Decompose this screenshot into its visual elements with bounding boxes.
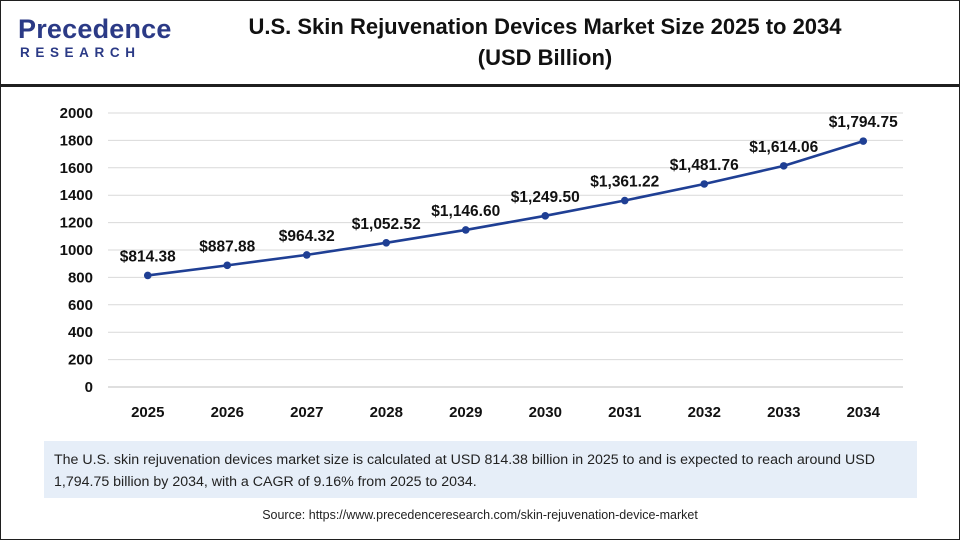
header: Precedence RESEARCH U.S. Skin Rejuvenati…: [0, 0, 960, 84]
y-tick-label: 600: [68, 297, 93, 314]
data-point: [859, 137, 868, 145]
series-line: [147, 139, 864, 277]
y-tick-label: 1200: [60, 215, 93, 232]
data-label: $1,481.76: [670, 157, 739, 174]
y-tick-label: 1800: [60, 132, 93, 149]
data-point: [382, 239, 391, 247]
y-tick-label: 0: [85, 379, 93, 396]
data-point: [461, 226, 470, 234]
y-tick-label: 2000: [60, 105, 93, 122]
x-tick-label: 2028: [370, 404, 403, 421]
data-point: [143, 271, 152, 280]
data-label: $887.88: [199, 238, 255, 255]
source-note: Source: https://www.precedenceresearch.c…: [262, 508, 698, 522]
data-point: [779, 162, 788, 170]
logo-subtitle: RESEARCH: [20, 45, 141, 60]
data-point: [620, 196, 629, 205]
chart-caption: The U.S. skin rejuvenation devices marke…: [44, 441, 917, 498]
chart-title-line1: U.S. Skin Rejuvenation Devices Market Si…: [248, 14, 842, 39]
x-tick-label: 2026: [211, 404, 244, 421]
data-label: $1,249.50: [511, 189, 580, 206]
data-label: $1,614.06: [749, 139, 818, 156]
x-tick-label: 2032: [688, 404, 721, 421]
y-tick-label: 800: [68, 269, 93, 286]
x-tick-label: 2031: [608, 404, 641, 421]
data-label: $1,146.60: [431, 203, 500, 220]
y-tick-label: 200: [68, 352, 93, 369]
precedence-research-logo: Precedence RESEARCH: [18, 14, 178, 64]
logo-wordmark: Precedence: [18, 14, 172, 44]
x-tick-label: 2025: [131, 404, 164, 421]
line-chart: 0 200 400 600 800 1000 1200 1400 1600 1800 2000 202…: [60, 105, 903, 421]
chart-title: U.S. Skin Rejuvenation Devices Market Si…: [200, 11, 890, 73]
y-tick-label: 1400: [60, 187, 93, 204]
chart-title-line2: (USD Billion): [477, 45, 613, 70]
data-point: [223, 261, 232, 270]
data-point: [302, 251, 311, 259]
data-point: [541, 212, 550, 220]
y-tick-label: 1600: [60, 160, 93, 177]
data-label: $814.38: [120, 248, 176, 265]
data-label: $1,794.75: [829, 114, 898, 131]
data-point: [700, 180, 709, 188]
data-label: $1,361.22: [590, 174, 659, 191]
x-tick-label: 2033: [767, 404, 800, 421]
data-label: $1,052.52: [352, 216, 421, 233]
y-tick-label: 1000: [60, 242, 93, 259]
y-tick-label: 400: [68, 324, 93, 341]
x-tick-label: 2027: [290, 404, 323, 421]
x-tick-label: 2030: [529, 404, 562, 421]
header-divider: [0, 84, 960, 87]
data-label: $964.32: [279, 228, 335, 245]
x-tick-label: 2029: [449, 404, 482, 421]
x-tick-label: 2034: [847, 404, 881, 421]
